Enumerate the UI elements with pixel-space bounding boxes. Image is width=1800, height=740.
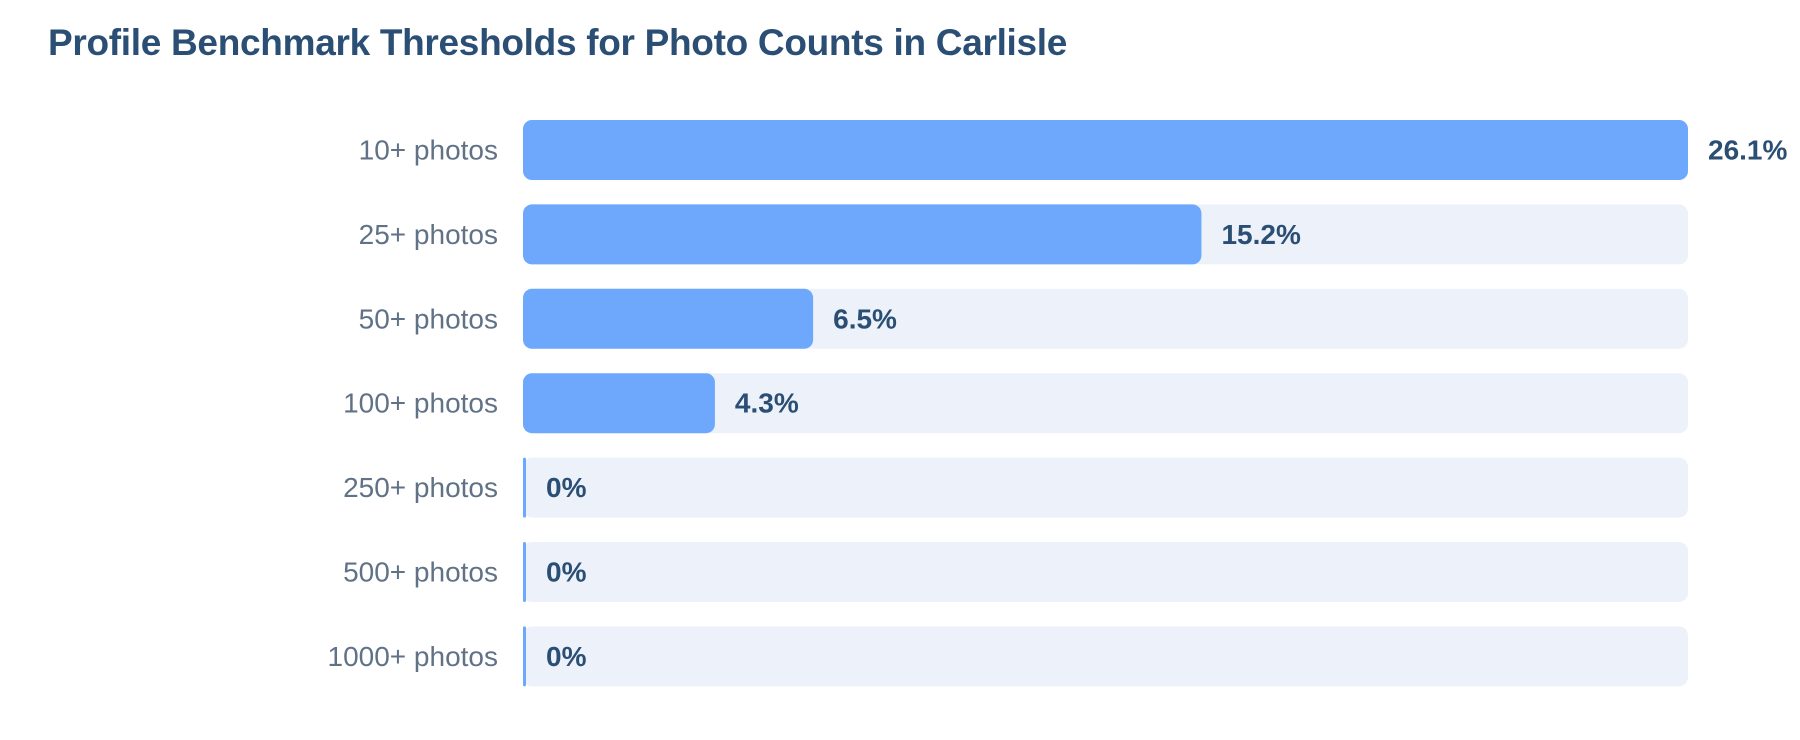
bar [523, 373, 715, 434]
category-label: 1000+ photos [328, 641, 499, 672]
bar-row: 250+ photos 0% [343, 457, 1688, 518]
bar [523, 204, 1202, 265]
bar-track [523, 626, 1688, 687]
value-label: 0% [546, 557, 587, 588]
bar-track [523, 542, 1688, 602]
bar-track [523, 288, 1688, 349]
bar [523, 626, 526, 687]
bar-row: 500+ photos 0% [343, 542, 1688, 602]
value-label: 6.5% [833, 303, 897, 334]
bar [523, 457, 526, 518]
bar [523, 542, 526, 602]
value-label: 15.2% [1221, 219, 1300, 250]
value-label: 4.3% [735, 388, 799, 419]
bar-row: 1000+ photos 0% [328, 626, 1688, 687]
bar [523, 288, 814, 349]
chart-title: Profile Benchmark Thresholds for Photo C… [48, 22, 1068, 63]
category-label: 10+ photos [359, 135, 498, 166]
value-label: 0% [546, 472, 587, 503]
value-label: 26.1% [1708, 135, 1787, 166]
category-label: 500+ photos [343, 557, 498, 588]
category-label: 50+ photos [359, 303, 498, 334]
value-label: 0% [546, 641, 587, 672]
bar-row: 25+ photos 15.2% [359, 204, 1688, 265]
bar-row: 100+ photos 4.3% [343, 373, 1688, 434]
bar-row: 10+ photos 26.1% [359, 120, 1787, 180]
category-label: 100+ photos [343, 388, 498, 419]
bar-row: 50+ photos 6.5% [359, 288, 1688, 349]
category-label: 250+ photos [343, 472, 498, 503]
category-label: 25+ photos [359, 219, 498, 250]
bar-track [523, 373, 1688, 434]
bar [523, 120, 1688, 180]
bar-track [523, 457, 1688, 518]
